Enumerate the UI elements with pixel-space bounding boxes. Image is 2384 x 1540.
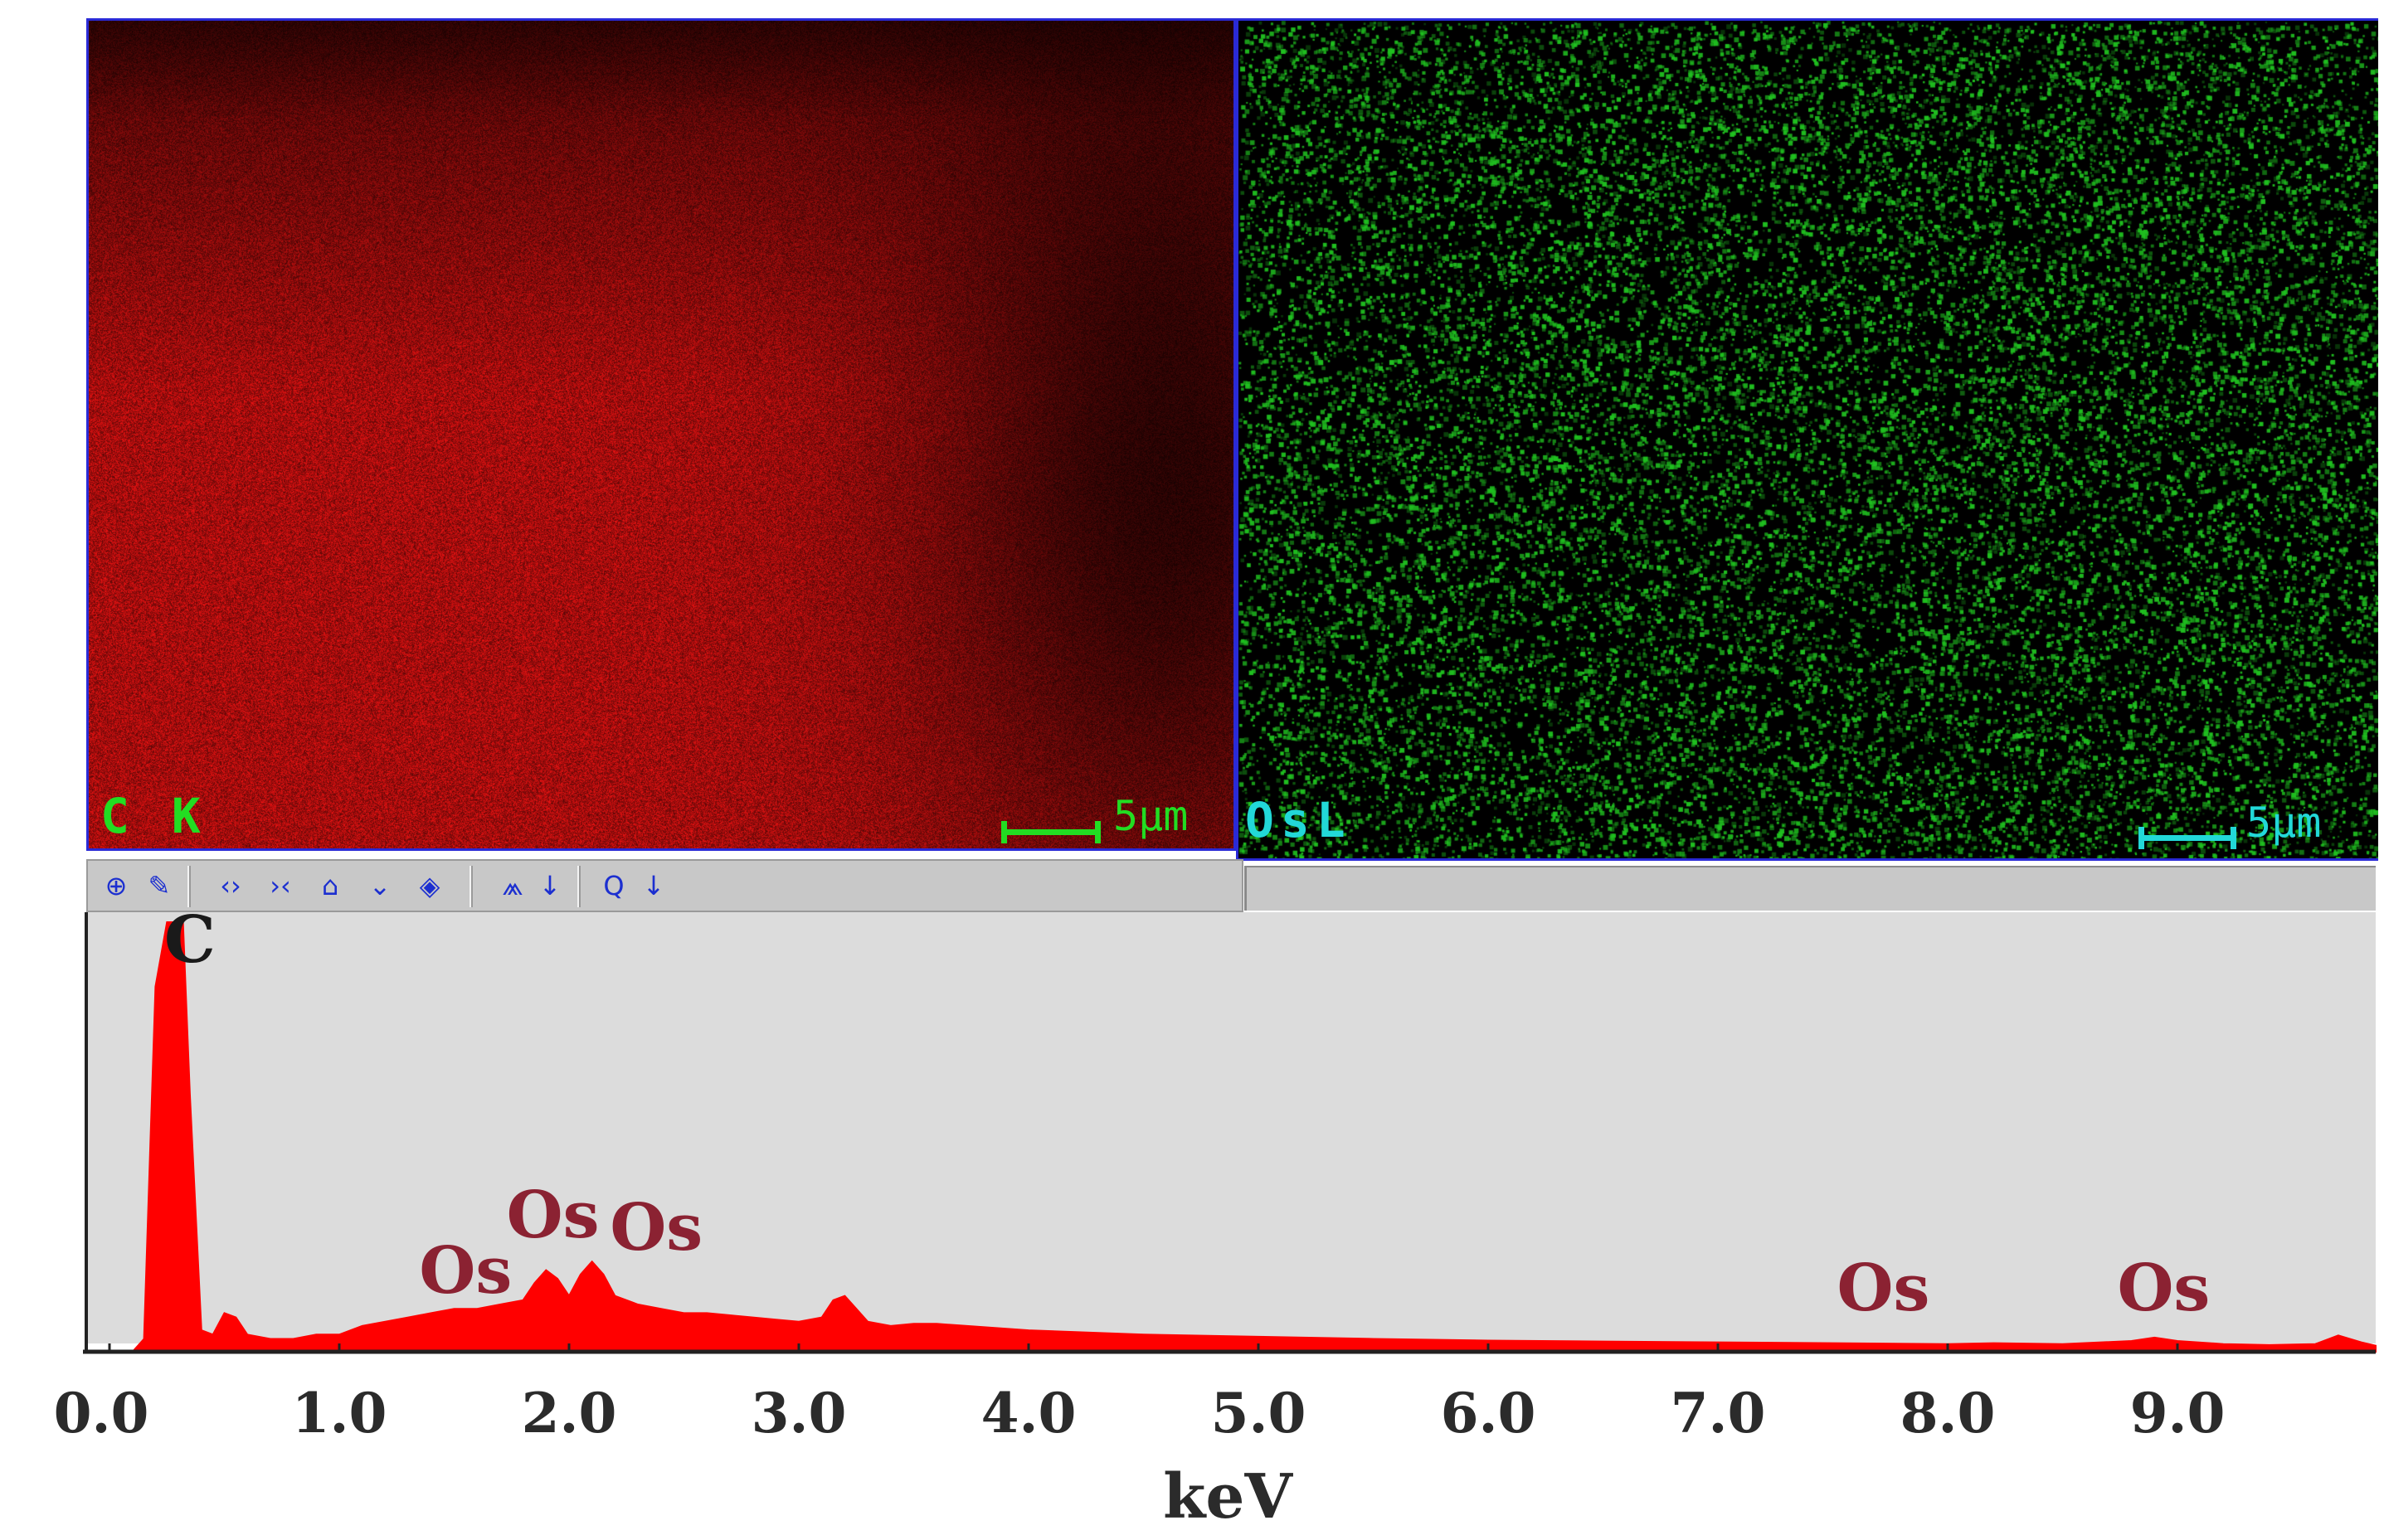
x-tick-label: 9.0 — [2129, 1381, 2226, 1445]
x-tick-label: 5.0 — [1210, 1381, 1306, 1445]
peak-label-osmium: Os — [1837, 1250, 1930, 1326]
carbon-k-map: C K 5µm — [86, 18, 1236, 851]
scale-up-icon[interactable]: ⌂ — [321, 870, 339, 901]
spectrum-area — [130, 921, 2377, 1353]
carbon-scale-label: 5µm — [1113, 792, 1189, 840]
brush-icon[interactable]: ✎ — [148, 870, 171, 901]
x-tick-label: 2.0 — [521, 1381, 617, 1445]
peak-label-osmium: Os — [610, 1190, 703, 1266]
x-tick-label: 6.0 — [1440, 1381, 1536, 1445]
spectrum-toolbar: ⊕ ✎ ‹› ›‹ ⌂ ⌄ ◈ ⩕ ↓ Q ↓ — [86, 859, 1243, 912]
toolbar-blank-area — [1244, 866, 2376, 911]
x-tick-label: 8.0 — [1900, 1381, 1996, 1445]
osmium-scale-label: 5µm — [2246, 799, 2322, 847]
peak-label-osmium: Os — [506, 1177, 600, 1253]
x-tick-label: 4.0 — [980, 1381, 1077, 1445]
carbon-scale-bar — [1001, 821, 1101, 843]
zoom-icon[interactable]: Q — [603, 870, 625, 901]
toolbar-separator — [577, 866, 581, 907]
osmium-map-label: OsL — [1245, 792, 1352, 848]
x-tick-label: 7.0 — [1670, 1381, 1766, 1445]
peak-id-icon[interactable]: ⩕ — [502, 870, 523, 901]
x-tick-label: 1.0 — [291, 1381, 387, 1445]
x-tick-label: 3.0 — [751, 1381, 847, 1445]
peak-label-carbon: C — [163, 902, 216, 979]
peak-label-osmium: Os — [419, 1233, 513, 1309]
toolbar-separator — [470, 866, 473, 907]
peak-down-arrow-icon[interactable]: ↓ — [538, 870, 562, 901]
carbon-map-label: C K — [100, 788, 207, 844]
peak-label-osmium: Os — [2117, 1250, 2211, 1326]
osmium-l-map: OsL 5µm — [1236, 18, 2378, 861]
osmium-scale-bar — [2138, 827, 2236, 849]
osmium-map-image — [1238, 21, 2378, 858]
compress-horizontal-icon[interactable]: ›‹ — [270, 870, 291, 901]
scale-down-icon[interactable]: ⌄ — [368, 870, 392, 901]
lock-icon[interactable]: ⊕ — [105, 870, 128, 901]
eraser-icon[interactable]: ◈ — [419, 870, 440, 901]
plot-background — [86, 912, 2376, 1343]
toolbar-separator — [187, 866, 191, 907]
x-axis-label: keV — [1163, 1461, 1292, 1533]
zoom-down-arrow-icon[interactable]: ↓ — [642, 870, 665, 901]
expand-horizontal-icon[interactable]: ‹› — [220, 870, 241, 901]
x-tick-label: 0.0 — [53, 1381, 149, 1445]
carbon-map-image — [89, 21, 1233, 848]
